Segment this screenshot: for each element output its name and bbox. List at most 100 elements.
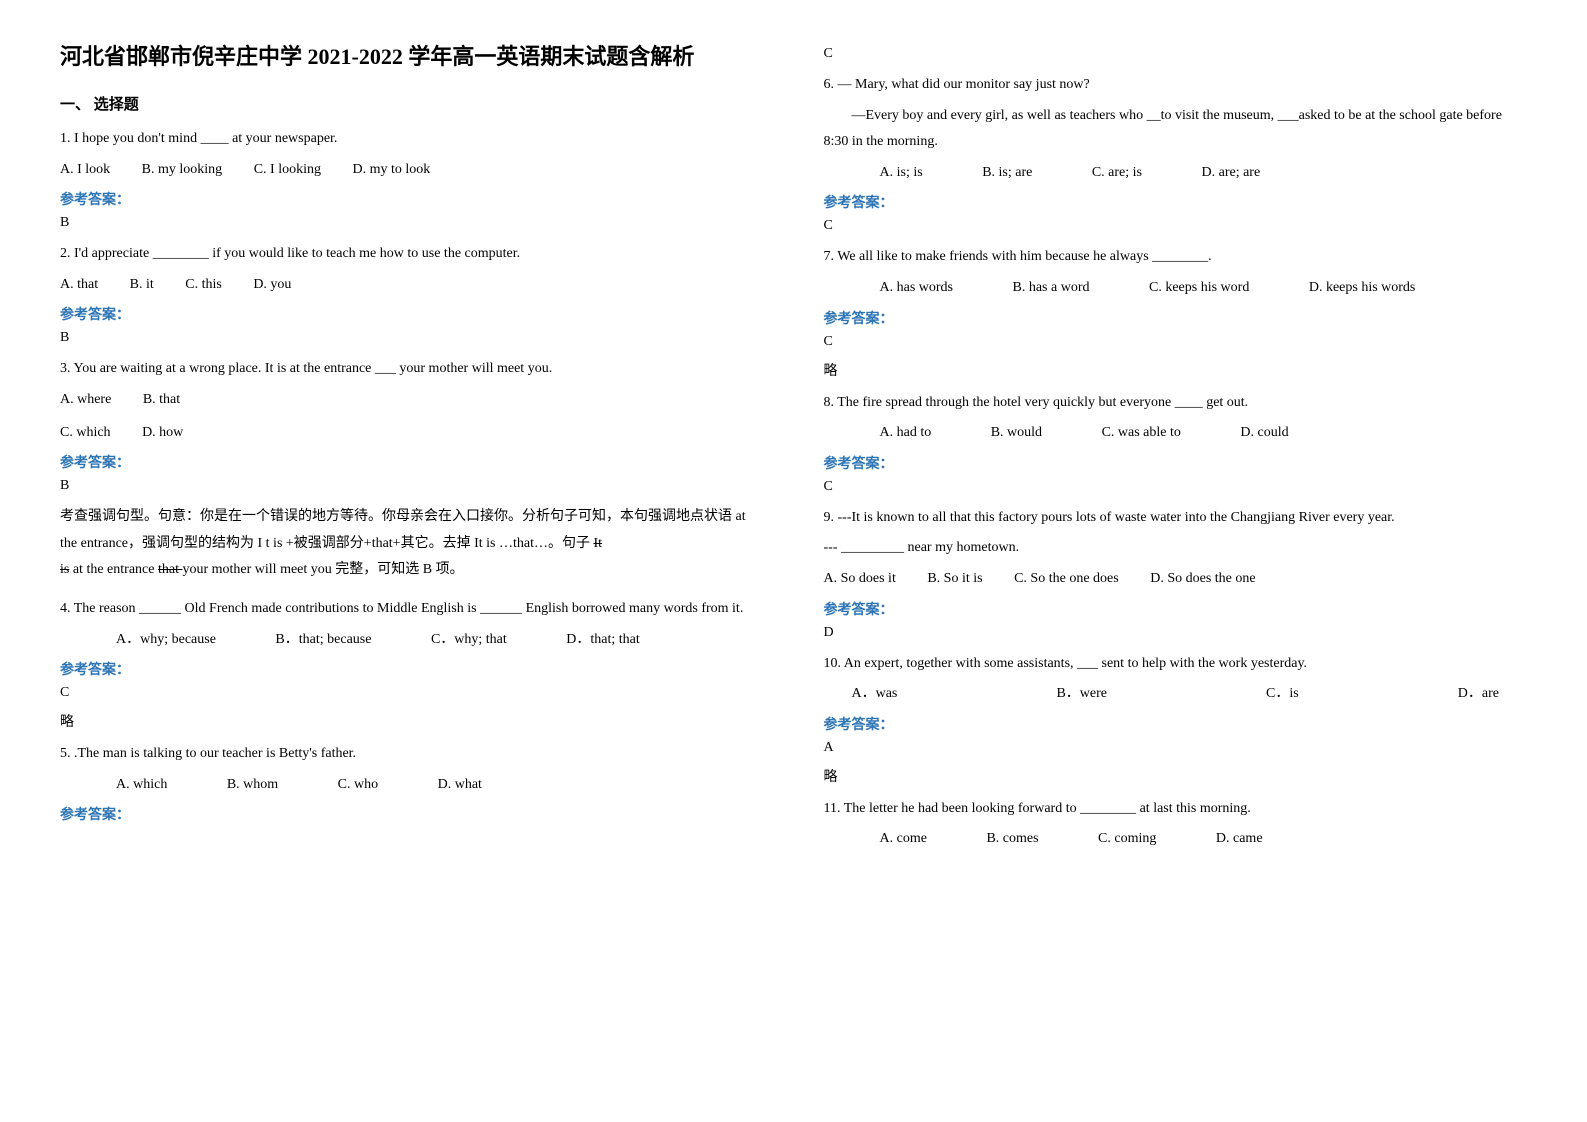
q7-opt-a: A. has words [852, 275, 954, 302]
q8-opt-c: C. was able to [1074, 420, 1181, 447]
q2-opt-c: C. this [185, 272, 222, 299]
left-column: 河北省邯郸市倪辛庄中学 2021-2022 学年高一英语期末试题含解析 一、 选… [60, 40, 764, 859]
q3-strike3: that [158, 562, 183, 577]
q3-text: 3. You are waiting at a wrong place. It … [60, 356, 764, 383]
q4-opt-b: B．that; because [247, 627, 371, 654]
q9-options: A. So does it B. So it is C. So the one … [824, 566, 1528, 593]
q3-strike1: It [593, 536, 602, 551]
q5-opt-c: C. who [310, 772, 378, 799]
q4-opt-d: D．that; that [538, 627, 640, 654]
q9-text: 9. ---It is known to all that this facto… [824, 505, 1528, 532]
q10-text: 10. An expert, together with some assist… [824, 651, 1528, 678]
q3-explain-part1: 考查强调句型。句意：你是在一个错误的地方等待。你母亲会在入口接你。分析句子可知，… [60, 509, 746, 551]
q10-opt-a: A．was [824, 681, 898, 708]
q7-text: 7. We all like to make friends with him … [824, 244, 1528, 271]
q2-options: A. that B. it C. this D. you [60, 272, 764, 299]
q5-opt-a: A. which [88, 772, 167, 799]
q3-answer-label: 参考答案： [60, 452, 764, 472]
q7-answer: C [824, 334, 1528, 350]
q6-text: 6. — Mary, what did our monitor say just… [824, 72, 1528, 99]
q7-opt-c: C. keeps his word [1121, 275, 1249, 302]
q3-answer: B [60, 478, 764, 494]
q3-explanation: 考查强调句型。句意：你是在一个错误的地方等待。你母亲会在入口接你。分析句子可知，… [60, 504, 764, 584]
q3-explain-part2: at the entrance [69, 562, 158, 577]
q2-opt-b: B. it [130, 272, 154, 299]
q10-opt-c: C．is [1238, 681, 1299, 708]
q5-answer: C [824, 46, 1528, 62]
q9-opt-c: C. So the one does [1014, 566, 1119, 593]
q1-opt-a: A. I look [60, 157, 110, 184]
q4-opt-c: C．why; that [403, 627, 507, 654]
q4-answer: C [60, 685, 764, 701]
document-title: 河北省邯郸市倪辛庄中学 2021-2022 学年高一英语期末试题含解析 [60, 40, 764, 73]
q9-opt-a: A. So does it [824, 566, 896, 593]
q6-options: A. is; is B. is; are C. are; is D. are; … [824, 160, 1528, 187]
q4-opt-a: A．why; because [88, 627, 216, 654]
q7-answer-label: 参考答案： [824, 308, 1528, 328]
q8-options: A. had to B. would C. was able to D. cou… [824, 420, 1528, 447]
q1-answer-label: 参考答案： [60, 189, 764, 209]
section-heading: 一、 选择题 [60, 93, 764, 114]
q8-opt-a: A. had to [852, 420, 932, 447]
q7-options: A. has words B. has a word C. keeps his … [824, 275, 1528, 302]
q3-opt-d: D. how [142, 420, 183, 447]
q1-answer: B [60, 215, 764, 231]
q3-explain-part3: your mother will meet you 完整，可知选 B 项。 [182, 562, 463, 577]
q1-opt-b: B. my looking [142, 157, 223, 184]
q6-answer: C [824, 218, 1528, 234]
q5-opt-b: B. whom [199, 772, 278, 799]
q9-opt-d: D. So does the one [1150, 566, 1255, 593]
q5-opt-d: D. what [410, 772, 482, 799]
right-column: C 6. — Mary, what did our monitor say ju… [824, 40, 1528, 859]
q7-extra: 略 [824, 360, 1528, 380]
q7-opt-b: B. has a word [985, 275, 1090, 302]
q10-answer-label: 参考答案： [824, 714, 1528, 734]
q8-answer-label: 参考答案： [824, 453, 1528, 473]
q5-text: 5. .The man is talking to our teacher is… [60, 741, 764, 768]
q9-answer: D [824, 625, 1528, 641]
q8-opt-b: B. would [963, 420, 1042, 447]
q10-extra: 略 [824, 766, 1528, 786]
q11-opt-d: D. came [1188, 826, 1263, 853]
q10-opt-d: D．are [1430, 681, 1499, 708]
q11-opt-a: A. come [852, 826, 927, 853]
q2-text: 2. I'd appreciate ________ if you would … [60, 241, 764, 268]
q6-text2: —Every boy and every girl, as well as te… [824, 103, 1528, 156]
q7-opt-d: D. keeps his words [1281, 275, 1416, 302]
q1-opt-d: D. my to look [352, 157, 430, 184]
q5-answer-label: 参考答案： [60, 804, 764, 824]
q6-opt-c: C. are; is [1064, 160, 1142, 187]
q9-text2: --- _________ near my hometown. [824, 535, 1528, 562]
q4-answer-label: 参考答案： [60, 659, 764, 679]
q6-opt-b: B. is; are [954, 160, 1032, 187]
q1-options: A. I look B. my looking C. I looking D. … [60, 157, 764, 184]
q2-answer-label: 参考答案： [60, 304, 764, 324]
page-container: 河北省邯郸市倪辛庄中学 2021-2022 学年高一英语期末试题含解析 一、 选… [60, 40, 1527, 859]
q11-text: 11. The letter he had been looking forwa… [824, 796, 1528, 823]
q11-options: A. come B. comes C. coming D. came [824, 826, 1528, 853]
q3-options-row1: A. where B. that [60, 387, 764, 414]
q8-text: 8. The fire spread through the hotel ver… [824, 390, 1528, 417]
q2-opt-a: A. that [60, 272, 98, 299]
q6-opt-a: A. is; is [852, 160, 923, 187]
q1-text: 1. I hope you don't mind ____ at your ne… [60, 126, 764, 153]
q4-extra: 略 [60, 711, 764, 731]
q3-opt-c: C. which [60, 420, 111, 447]
q2-answer: B [60, 330, 764, 346]
q8-opt-d: D. could [1212, 420, 1288, 447]
q8-answer: C [824, 479, 1528, 495]
q10-answer: A [824, 740, 1528, 756]
q3-options-row2: C. which D. how [60, 420, 764, 447]
q3-opt-b: B. that [143, 387, 180, 414]
q9-opt-b: B. So it is [927, 566, 982, 593]
q11-opt-b: B. comes [958, 826, 1038, 853]
q3-opt-a: A. where [60, 387, 111, 414]
q6-answer-label: 参考答案： [824, 192, 1528, 212]
q9-answer-label: 参考答案： [824, 599, 1528, 619]
q10-opt-b: B．were [1028, 681, 1107, 708]
q10-options: A．was B．were C．is D．are [824, 681, 1528, 708]
q1-opt-c: C. I looking [254, 157, 321, 184]
q4-text: 4. The reason ______ Old French made con… [60, 596, 764, 623]
q11-opt-c: C. coming [1070, 826, 1156, 853]
q3-strike2: is [60, 562, 69, 577]
